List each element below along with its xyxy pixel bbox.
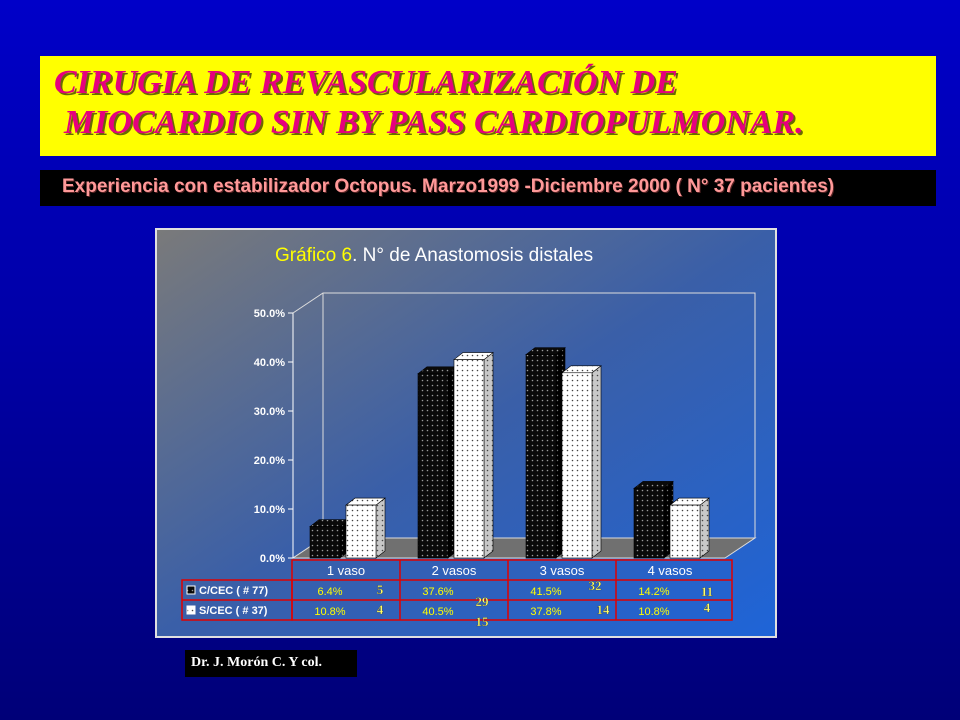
data-value-label: 14.2% bbox=[638, 586, 669, 598]
count-label: 15 bbox=[476, 614, 490, 629]
x-category-label: 4 vasos bbox=[648, 563, 693, 578]
bar-face bbox=[525, 354, 557, 559]
chart-title: Gráfico 6. N° de Anastomosis distales bbox=[275, 245, 593, 266]
slide-title-line2: MIOCARDIO SIN BY PASS CARDIOPULMONAR. bbox=[64, 104, 804, 141]
count-label: 4 bbox=[704, 600, 711, 615]
bar-side bbox=[375, 497, 386, 559]
chart-panel: Gráfico 6. N° de Anastomosis distales 0.… bbox=[155, 228, 777, 638]
y-axis-ticks: 0.0% 10.0% 20.0% 30.0% 40.0% 50.0% bbox=[254, 308, 293, 565]
bar-side bbox=[699, 497, 710, 559]
legend-series-name: S/CEC ( # 37) bbox=[199, 605, 268, 617]
slide-subtitle: Experiencia con estabilizador Octopus. M… bbox=[62, 176, 835, 197]
legend-swatch bbox=[186, 605, 196, 615]
bar-face bbox=[453, 359, 485, 559]
bar-cc-cec bbox=[633, 480, 674, 559]
bar-face bbox=[345, 504, 377, 559]
y-tick-label: 0.0% bbox=[260, 553, 285, 565]
bar-sc-cec bbox=[669, 497, 710, 559]
y-tick-label: 50.0% bbox=[254, 308, 285, 320]
bar-cc-cec bbox=[417, 366, 458, 559]
data-value-label: 10.8% bbox=[638, 606, 669, 618]
count-label: 11 bbox=[701, 584, 713, 599]
slide-title-line1: CIRUGIA DE REVASCULARIZACIÓN DE bbox=[54, 64, 678, 101]
data-value-label: 37.6% bbox=[422, 586, 453, 598]
count-label: 5 bbox=[377, 582, 384, 597]
y-tick-label: 40.0% bbox=[254, 357, 285, 369]
data-value-label: 37.8% bbox=[530, 606, 561, 618]
data-table: 1 vaso 2 vasos 3 vasos 4 vasos C/CEC ( # 77)… bbox=[181, 559, 733, 629]
x-category-label: 1 vaso bbox=[327, 563, 365, 578]
y-tick-label: 20.0% bbox=[254, 455, 285, 467]
author-credit: Dr. J. Morón C. Y col. bbox=[191, 655, 323, 670]
bar-face bbox=[309, 526, 341, 559]
data-value-label: 40.5% bbox=[422, 606, 453, 618]
chart-bars bbox=[309, 347, 710, 559]
bar-cc-cec bbox=[309, 519, 350, 559]
count-label: 29 bbox=[476, 594, 490, 609]
subtitle-bar: Experiencia con estabilizador Octopus. M… bbox=[40, 170, 936, 206]
data-value-label: 6.4% bbox=[317, 586, 342, 598]
legend-series-name: C/CEC ( # 77) bbox=[199, 585, 268, 597]
bar-face bbox=[561, 372, 593, 559]
bar-sc-cec bbox=[561, 365, 602, 559]
y-tick-label: 10.0% bbox=[254, 504, 285, 516]
title-box: CIRUGIA DE REVASCULARIZACIÓN DE MIOCARDI… bbox=[40, 56, 936, 156]
bar-face bbox=[669, 504, 701, 559]
y-tick-label: 30.0% bbox=[254, 406, 285, 418]
bar-side bbox=[483, 351, 494, 559]
credit-box: Dr. J. Morón C. Y col. bbox=[185, 650, 357, 677]
bar-sc-cec bbox=[345, 497, 386, 559]
x-category-label: 3 vasos bbox=[540, 563, 585, 578]
legend-swatch bbox=[186, 585, 196, 595]
bar-side bbox=[591, 365, 602, 559]
count-label: 14 bbox=[597, 602, 611, 617]
count-label: 4 bbox=[377, 602, 384, 617]
x-category-label: 2 vasos bbox=[432, 563, 477, 578]
data-value-label: 41.5% bbox=[530, 586, 561, 598]
bar-cc-cec bbox=[525, 347, 566, 559]
bar-face bbox=[633, 488, 665, 559]
bar-sc-cec bbox=[453, 351, 494, 559]
data-value-label: 10.8% bbox=[314, 606, 345, 618]
bar-face bbox=[417, 373, 449, 559]
count-label: 32 bbox=[589, 578, 602, 593]
